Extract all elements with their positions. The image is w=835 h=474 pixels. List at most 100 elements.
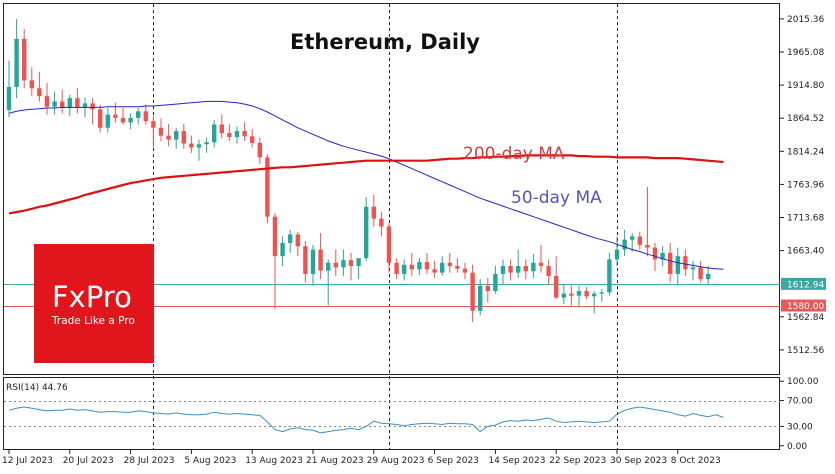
candle-body	[645, 244, 650, 248]
candle-body	[257, 142, 262, 158]
candle	[432, 260, 437, 278]
date-tick-label: 30 Sep 2023	[610, 456, 667, 466]
candle-body	[394, 262, 399, 274]
candle-body	[29, 80, 34, 89]
candle	[508, 259, 513, 281]
candle	[698, 260, 703, 283]
candle-body	[614, 249, 620, 260]
price-tick-label: 1965.08	[787, 48, 824, 58]
candle	[14, 19, 19, 99]
candle-body	[303, 246, 308, 274]
date-tick-label: 8 Oct 2023	[671, 456, 721, 466]
candle	[234, 126, 240, 144]
candle	[6, 60, 12, 118]
candle	[29, 67, 34, 97]
candle-body	[242, 131, 247, 137]
candle-body	[196, 144, 202, 148]
candle	[143, 104, 148, 125]
chart-title: Ethereum, Daily	[290, 30, 480, 54]
candle-body	[455, 266, 460, 269]
candle	[447, 252, 452, 273]
candle	[500, 259, 506, 285]
candle	[599, 289, 604, 302]
candle-body	[60, 101, 65, 109]
candle	[52, 91, 57, 115]
candle-body	[462, 268, 468, 273]
candle	[44, 83, 50, 115]
candle-body	[174, 131, 179, 140]
candle	[113, 102, 118, 123]
candle-body	[318, 249, 323, 271]
candle	[675, 247, 680, 285]
candle	[128, 113, 133, 130]
candle	[592, 291, 597, 314]
price-tick-label: 1562.84	[787, 313, 824, 323]
candle	[569, 285, 574, 306]
rsi-tick-label: 100.00	[787, 377, 819, 387]
candle-body	[584, 291, 589, 297]
candle-body	[402, 264, 407, 274]
candle-body	[295, 234, 300, 247]
price-panel-frame	[3, 3, 780, 375]
candle-body	[219, 124, 224, 134]
date-tick-label: 13 Aug 2023	[245, 456, 303, 466]
candle-body	[516, 266, 521, 273]
candle-body	[52, 101, 57, 107]
candle	[371, 194, 376, 227]
candle-body	[493, 273, 498, 292]
moving-averages	[8, 100, 724, 270]
candle-body	[105, 114, 110, 128]
candle-body	[44, 96, 50, 107]
candle-body	[675, 256, 680, 274]
candle	[493, 266, 498, 294]
date-tick-label: 28 Jul 2023	[124, 456, 175, 466]
candle	[181, 123, 186, 149]
candle-body	[128, 117, 133, 123]
date-tick-label: 6 Sep 2023	[428, 456, 479, 466]
date-tick-label: 29 Aug 2023	[367, 456, 425, 466]
candle-body	[181, 131, 186, 144]
price-tick-label: 1663.40	[787, 247, 824, 257]
candle	[462, 262, 468, 280]
candle	[531, 254, 536, 278]
candle	[303, 241, 308, 283]
candle	[683, 249, 688, 276]
candle-body	[500, 266, 506, 274]
price-tag-box	[781, 277, 826, 290]
candle-body	[82, 103, 88, 108]
candle	[280, 236, 285, 267]
candle	[158, 118, 164, 141]
candle-body	[113, 114, 118, 118]
logo-tagline: Trade Like a Pro	[51, 315, 135, 327]
candle-body	[379, 218, 384, 227]
candle-body	[288, 234, 293, 243]
logo-brand: FxPro	[52, 280, 132, 314]
price-tag-label: 1612.94	[787, 280, 824, 290]
candle-body	[599, 292, 604, 294]
candle	[607, 252, 612, 296]
candlesticks	[6, 19, 711, 322]
ma200-annotation: 200-day MA	[463, 144, 565, 164]
candle-body	[204, 142, 209, 145]
date-axis-ticks: 12 Jul 2023 20 Jul 2023 28 Jul 2023 5 Aug 2…	[2, 450, 721, 466]
candle	[98, 104, 103, 133]
candle-body	[166, 135, 171, 140]
candle	[364, 196, 369, 261]
candle	[538, 244, 544, 273]
candle	[561, 284, 566, 305]
candle	[516, 249, 521, 278]
date-tick-label: 14 Sep 2023	[488, 456, 545, 466]
candle-body	[151, 121, 156, 128]
candle	[212, 119, 217, 148]
candle	[105, 108, 110, 133]
candle	[265, 154, 270, 224]
candle-body	[22, 38, 27, 81]
date-tick-label: 20 Jul 2023	[63, 456, 114, 466]
candle	[523, 259, 528, 280]
candle-body	[326, 262, 331, 271]
candle	[554, 256, 559, 299]
candle-body	[212, 124, 217, 143]
rsi-line	[8, 406, 724, 434]
candle-body	[546, 266, 551, 276]
